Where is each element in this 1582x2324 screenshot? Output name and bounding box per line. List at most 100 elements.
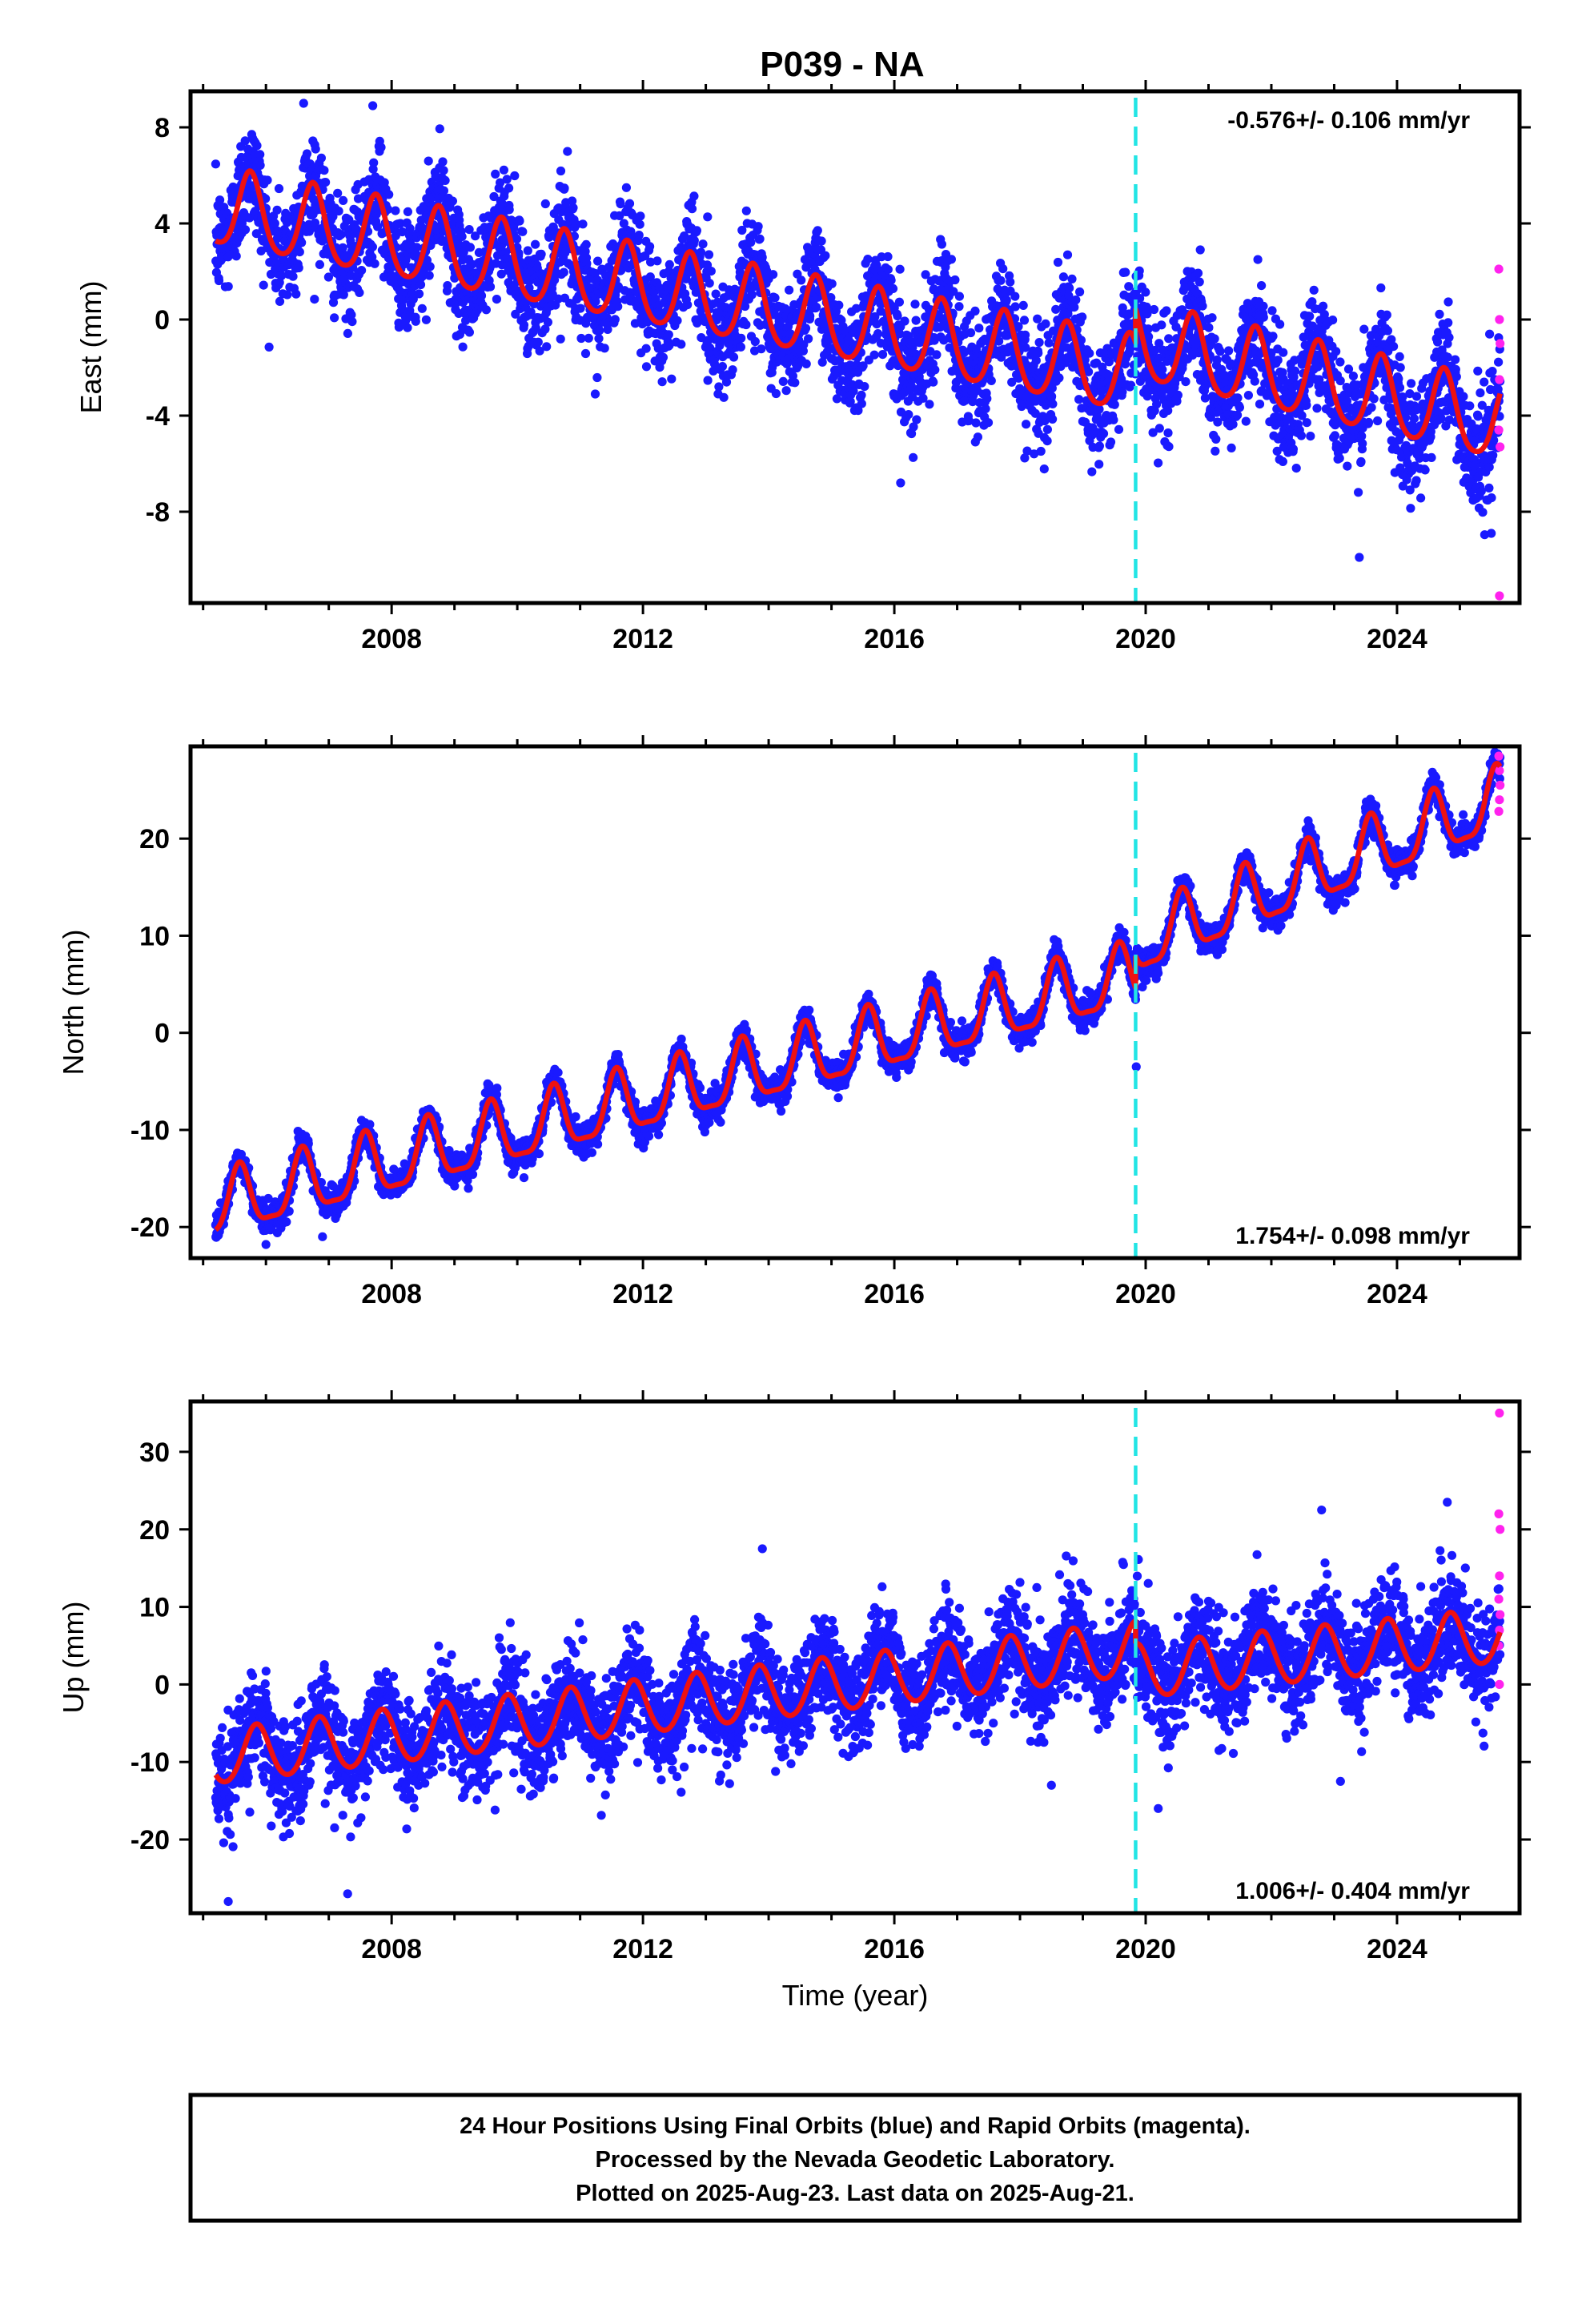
final-orbit-point <box>347 317 357 327</box>
final-orbit-point <box>657 377 667 387</box>
final-orbit-point <box>925 400 934 409</box>
final-orbit-point <box>857 399 866 408</box>
final-orbit-point <box>1062 250 1073 259</box>
final-orbit-point <box>270 219 279 228</box>
final-orbit-point <box>1034 338 1044 348</box>
final-orbit-point <box>1164 334 1174 344</box>
final-orbit-point <box>757 344 766 354</box>
final-orbit-point <box>714 382 724 392</box>
final-orbit-point <box>492 295 502 304</box>
final-orbit-point <box>729 352 739 362</box>
final-orbit-point <box>1018 300 1028 310</box>
final-orbit-point <box>717 362 728 372</box>
final-orbit-point <box>1348 372 1358 381</box>
final-orbit-point <box>1354 488 1363 497</box>
final-orbit-point <box>858 361 868 371</box>
final-orbit-point <box>821 251 830 260</box>
final-orbit-point <box>1373 416 1383 426</box>
final-orbit-point <box>770 310 780 320</box>
final-orbit-point <box>368 101 378 111</box>
final-orbit-point <box>1233 393 1243 403</box>
final-orbit-point <box>1476 388 1485 398</box>
final-orbit-point <box>1106 437 1116 447</box>
final-orbit-point <box>510 171 520 181</box>
final-orbit-point <box>790 378 800 388</box>
final-orbit-point <box>1224 346 1234 356</box>
final-orbit-point <box>590 389 600 399</box>
final-orbit-point <box>982 394 992 404</box>
x-tick-label: 2012 <box>612 624 673 654</box>
final-orbit-point <box>1312 404 1322 413</box>
final-orbit-point <box>403 207 412 216</box>
final-orbit-point <box>1416 493 1426 503</box>
final-orbit-point <box>240 136 250 146</box>
final-orbit-point <box>405 223 415 233</box>
final-orbit-point <box>681 274 691 283</box>
final-orbit-point <box>1198 301 1207 311</box>
final-orbit-point <box>741 301 750 312</box>
final-orbit-point <box>1152 400 1162 409</box>
final-orbit-point <box>1010 292 1020 301</box>
final-orbit-point <box>489 191 499 202</box>
rapid-orbit-point <box>1495 375 1504 384</box>
final-orbit-point <box>735 267 745 277</box>
final-orbit-point <box>533 337 543 347</box>
final-orbit-point <box>1302 418 1311 428</box>
final-orbit-point <box>1480 377 1489 387</box>
final-orbit-point <box>568 196 577 206</box>
final-orbit-point <box>443 281 452 291</box>
final-orbit-point <box>283 290 292 300</box>
final-orbit-point <box>399 295 408 304</box>
final-orbit-point <box>667 374 677 384</box>
final-orbit-point <box>370 259 379 268</box>
rapid-orbit-points <box>1494 264 1505 601</box>
final-orbit-point <box>438 157 448 167</box>
final-orbit-point <box>797 275 806 285</box>
final-orbit-point <box>1087 467 1097 476</box>
final-orbit-point <box>595 326 604 336</box>
final-orbit-point <box>983 418 994 428</box>
final-orbit-point <box>330 313 339 323</box>
rapid-orbit-point <box>1495 315 1504 324</box>
final-orbit-point <box>401 316 411 326</box>
final-orbit-point <box>1058 272 1068 282</box>
final-orbit-point <box>319 166 329 175</box>
final-orbit-point <box>439 186 449 195</box>
final-orbit-point <box>357 266 367 275</box>
final-orbit-point <box>680 231 689 241</box>
final-orbit-point <box>798 346 809 356</box>
y-tick-label: -4 <box>146 401 170 432</box>
final-orbit-point <box>1042 436 1052 446</box>
final-orbit-point <box>448 196 458 206</box>
final-orbit-point <box>519 320 529 330</box>
final-orbit-point <box>1279 348 1288 357</box>
final-orbit-point <box>323 272 333 282</box>
rapid-orbit-point <box>1496 339 1505 348</box>
final-orbit-point <box>523 246 532 255</box>
final-orbit-point <box>721 377 732 387</box>
final-orbit-point <box>1427 452 1436 463</box>
y-tick-label: 8 <box>155 113 170 143</box>
final-orbit-point <box>1367 403 1376 412</box>
final-orbit-point <box>703 212 713 222</box>
final-orbit-point <box>367 242 377 251</box>
final-orbit-point <box>910 300 920 309</box>
final-orbit-point <box>328 211 338 221</box>
final-orbit-point <box>1019 316 1030 325</box>
final-orbit-point <box>804 334 813 344</box>
final-orbit-point <box>728 365 737 375</box>
final-orbit-point <box>259 280 268 290</box>
rapid-orbit-point <box>1495 591 1504 601</box>
final-orbit-point <box>459 247 468 257</box>
final-orbit-point <box>634 231 644 240</box>
final-orbit-point <box>310 295 319 304</box>
x-tick-label: 2008 <box>361 624 422 654</box>
final-orbit-point <box>343 328 352 338</box>
final-orbit-point <box>544 232 554 242</box>
final-orbit-point <box>817 357 827 367</box>
final-orbit-point <box>636 211 645 221</box>
final-orbit-point <box>683 300 693 310</box>
final-orbit-point <box>998 264 1008 274</box>
final-orbit-point <box>658 352 669 362</box>
final-orbit-point <box>737 225 747 235</box>
